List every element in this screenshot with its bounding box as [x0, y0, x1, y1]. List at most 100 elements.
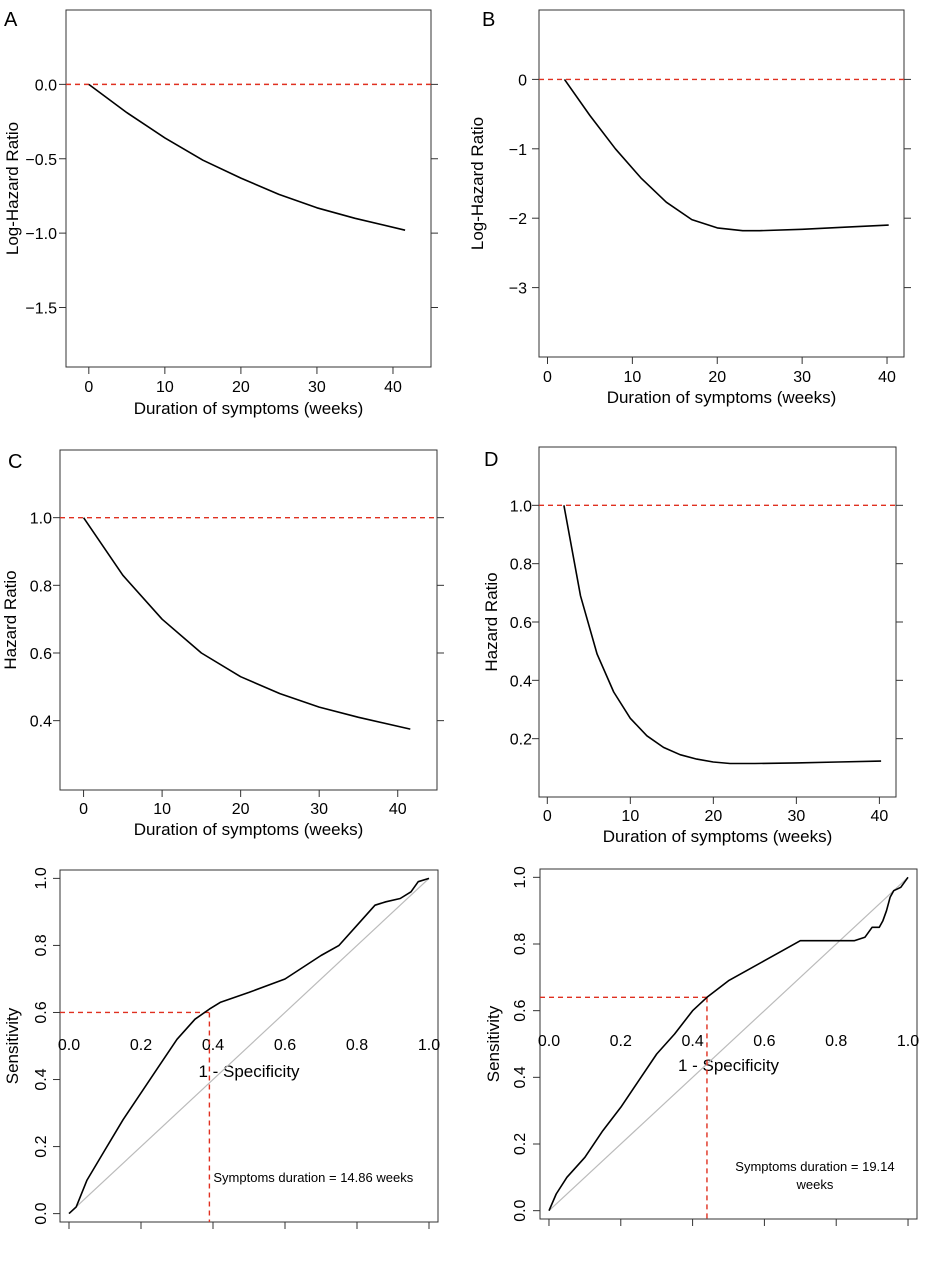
panel-c-xtick-label: 40: [389, 801, 407, 818]
panel-b: B 0 10 20 30 40 0 −1 −2 −3 Duration of symptoms (w…: [468, 9, 911, 407]
panel-d-xtick-label: 30: [787, 808, 805, 825]
panel-f-xtick-label: 0.2: [610, 1033, 632, 1050]
panel-c: C 0 10 20 30 40 1.0 0.8 0.6 0.4 Duration of sympto…: [1, 449, 444, 839]
panel-e-ylabel: Sensitivity: [3, 1007, 22, 1084]
panel-c-xlabel: Duration of symptoms (weeks): [134, 820, 364, 839]
panel-f-curve: [548, 876, 909, 1212]
panel-a-ytick-label: −1.0: [25, 226, 57, 243]
panel-f-ytick-label: 0.8: [512, 933, 529, 955]
panel-a-xtick-label: 10: [156, 379, 174, 396]
panel-a-curve: [88, 83, 406, 231]
panel-e-ytick-label: 0.4: [33, 1068, 50, 1090]
panel-a-xtick-label: 30: [308, 379, 326, 396]
panel-f-xtick-label: 0.4: [681, 1033, 703, 1050]
panel-f-ylabel: Sensitivity: [484, 1005, 503, 1082]
panel-d-letter: D: [484, 449, 498, 471]
panel-a-xtick-label: 40: [384, 379, 402, 396]
panel-a-ylabel: Log-Hazard Ratio: [3, 122, 22, 255]
panel-e-curve: [68, 877, 430, 1215]
panel-b-letter: B: [482, 9, 495, 31]
panel-f-frame: [539, 868, 918, 1220]
panel-b-curve: [563, 78, 889, 232]
panel-d-ytick-label: 0.6: [510, 615, 532, 632]
panel-f-chance-diagonal: [548, 876, 909, 1212]
panel-b-ytick-label: −2: [509, 211, 527, 228]
panel-c-ytick-label: 0.4: [30, 714, 52, 731]
panel-e-cutoff-label: Symptoms duration = 14.86 weeks: [213, 1170, 413, 1185]
panel-e-ytick-label: 0.6: [33, 1001, 50, 1023]
panel-e-ytick-label: 1.0: [33, 867, 50, 889]
panel-b-ylabel: Log-Hazard Ratio: [468, 117, 487, 250]
panel-f-xtick-label: 0.6: [753, 1033, 775, 1050]
panel-c-xtick-label: 20: [232, 801, 250, 818]
panel-b-xtick-label: 0: [543, 369, 552, 386]
panel-d: D 0 10 20 30 40 1.0 0.8 0.6 0.4 0.2 Duration of sym…: [482, 446, 903, 846]
panel-a-xtick-label: 20: [232, 379, 250, 396]
panel-f-xtick-label: 0.8: [825, 1033, 847, 1050]
panel-f-ytick-label: 0.0: [512, 1199, 529, 1221]
panel-a-frame: [65, 9, 432, 368]
panel-d-xtick-label: 0: [543, 808, 552, 825]
panel-c-xtick-label: 10: [153, 801, 171, 818]
panel-e-ytick-label: 0.8: [33, 934, 50, 956]
panel-f: 0.0 0.2 0.4 0.6 0.8 1.0 0.0 0.2 0.4 0.6 0.8 1.0 1 - …: [484, 866, 919, 1226]
panel-c-ylabel: Hazard Ratio: [1, 570, 20, 669]
panel-a: A 0 10 20 30 40 0.0 −0.5 −1.0 −1.5 Duration of sym…: [3, 9, 438, 418]
panel-e-ytick-label: 0.2: [33, 1135, 50, 1157]
panel-c-ytick-label: 0.6: [30, 646, 52, 663]
panel-b-xtick-label: 30: [793, 369, 811, 386]
panel-c-frame: [59, 449, 438, 791]
panel-d-ytick-label: 0.2: [510, 732, 532, 749]
panel-e-frame: [59, 869, 439, 1223]
panel-e-xtick-label: 0.4: [202, 1037, 224, 1054]
panel-b-ytick-label: −1: [509, 142, 527, 159]
panel-d-ytick-label: 0.4: [510, 673, 532, 690]
panel-c-letter: C: [8, 451, 22, 473]
panel-b-xtick-label: 40: [878, 369, 896, 386]
panel-c-curve: [82, 517, 411, 730]
panel-f-xtick-label: 1.0: [897, 1033, 919, 1050]
panel-e-xlabel: 1 - Specificity: [198, 1062, 300, 1081]
panel-f-ytick-label: 0.6: [512, 999, 529, 1021]
panel-d-ytick-label: 0.8: [510, 557, 532, 574]
panel-a-xlabel: Duration of symptoms (weeks): [134, 399, 364, 418]
panel-b-ytick-label: 0: [518, 72, 527, 89]
panel-c-ytick-label: 0.8: [30, 578, 52, 595]
panel-a-ytick-label: −1.5: [25, 301, 57, 318]
panel-e-xtick-label: 1.0: [418, 1037, 440, 1054]
panel-d-ytick-label: 1.0: [510, 498, 532, 515]
panel-f-xlabel: 1 - Specificity: [678, 1056, 780, 1075]
panel-d-ylabel: Hazard Ratio: [482, 572, 501, 671]
panel-b-frame: [538, 9, 905, 358]
panel-a-letter: A: [4, 9, 18, 31]
panel-a-ytick-label: 0.0: [35, 77, 57, 94]
panel-d-xlabel: Duration of symptoms (weeks): [603, 827, 833, 846]
panel-c-xtick-label: 30: [310, 801, 328, 818]
panel-f-ytick-label: 0.4: [512, 1066, 529, 1088]
panel-a-ytick-label: −0.5: [25, 152, 57, 169]
panel-b-xtick-label: 10: [623, 369, 641, 386]
panel-c-ytick-label: 1.0: [30, 511, 52, 528]
panel-f-cutoff-label: Symptoms duration = 19.14: [735, 1159, 894, 1174]
panel-e-chance-diagonal: [68, 877, 430, 1215]
panel-d-xtick-label: 10: [621, 808, 639, 825]
panel-e-xtick-label: 0.2: [130, 1037, 152, 1054]
panel-e-xtick-label: 0.6: [274, 1037, 296, 1054]
panel-f-ytick-label: 1.0: [512, 866, 529, 888]
panel-d-curve: [563, 505, 882, 765]
panel-e-xtick-label: 0.8: [346, 1037, 368, 1054]
panel-f-ytick-label: 0.2: [512, 1133, 529, 1155]
panel-f-cutoff-label: weeks: [796, 1177, 834, 1192]
panel-c-xtick-label: 0: [79, 801, 88, 818]
panel-a-xtick-label: 0: [84, 379, 93, 396]
panel-b-xlabel: Duration of symptoms (weeks): [607, 388, 837, 407]
panel-e-ytick-label: 0.0: [33, 1202, 50, 1224]
panel-e-xtick-label: 0.0: [58, 1037, 80, 1054]
panel-b-xtick-label: 20: [708, 369, 726, 386]
panel-e: 0.0 0.2 0.4 0.6 0.8 1.0 0.0 0.2 0.4 0.6 0.8 1.0 1 - …: [3, 867, 440, 1229]
panel-d-frame: [538, 446, 897, 798]
panel-f-xtick-label: 0.0: [538, 1033, 560, 1050]
panel-b-ytick-label: −3: [509, 281, 527, 298]
panel-d-xtick-label: 40: [870, 808, 888, 825]
